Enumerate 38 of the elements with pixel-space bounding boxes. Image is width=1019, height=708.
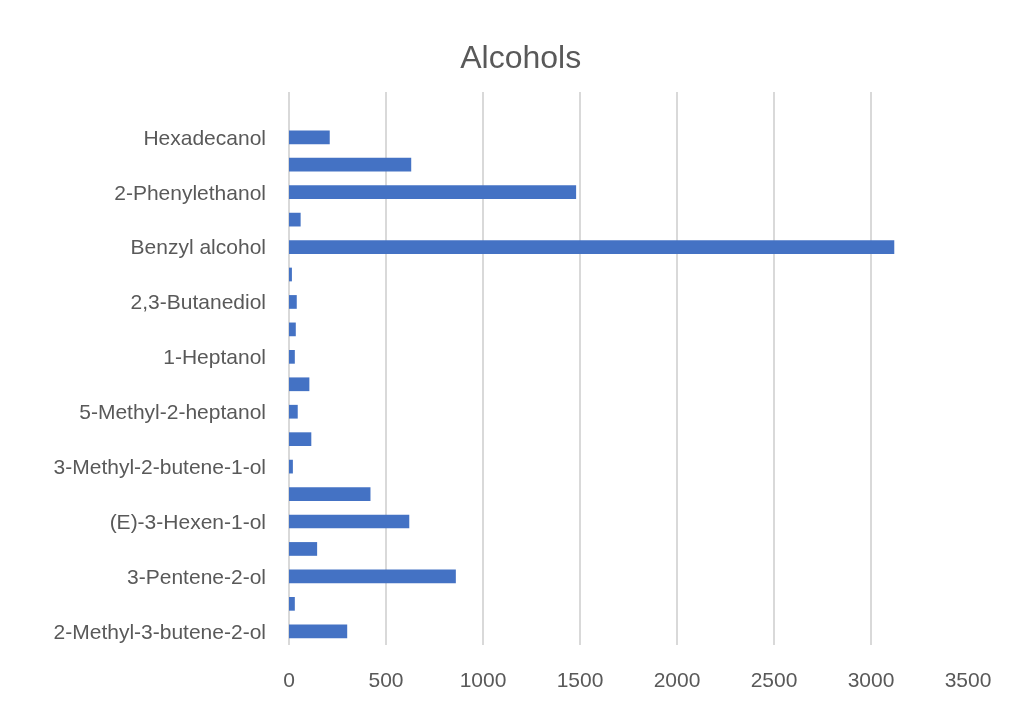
bar — [289, 377, 310, 392]
x-tick-label: 1000 — [459, 668, 507, 691]
bar — [289, 624, 348, 639]
y-tick-label: 3-Methyl-2-butene-1-ol — [53, 454, 266, 478]
bar — [289, 542, 318, 556]
bar — [289, 404, 298, 419]
x-tick-label: 3500 — [944, 668, 992, 691]
bar — [289, 322, 296, 337]
bar — [289, 295, 297, 309]
bar — [289, 212, 301, 227]
y-tick-label: (E)-3-Hexen-1-ol — [109, 509, 266, 533]
y-tick-label: 2-Phenylethanol — [114, 180, 266, 204]
bar — [289, 240, 895, 254]
y-tick-label: 2-Methyl-3-butene-2-ol — [53, 619, 266, 643]
x-tick-label: 3000 — [847, 668, 895, 691]
bar — [289, 130, 330, 145]
bar — [289, 185, 577, 200]
y-tick-label: 5-Methyl-2-heptanol — [79, 400, 266, 424]
bar — [289, 157, 412, 172]
bar — [289, 349, 295, 364]
x-tick-label: 0 — [283, 668, 295, 691]
x-tick-label: 1500 — [556, 668, 604, 691]
y-tick-label: 1-Heptanol — [163, 345, 266, 369]
bar — [289, 267, 292, 282]
y-tick-label: 3-Pentene-2-ol — [127, 564, 266, 588]
bar — [289, 432, 312, 447]
bar — [289, 514, 410, 529]
y-tick-label: Hexadecanol — [143, 125, 266, 149]
x-tick-label: 2000 — [653, 668, 701, 691]
y-tick-label: 2,3-Butanediol — [130, 290, 266, 314]
x-tick-label: 2500 — [750, 668, 798, 691]
x-tick-label: 500 — [368, 668, 404, 691]
bar — [289, 596, 295, 611]
bar — [289, 569, 456, 584]
y-tick-label: Benzyl alcohol — [130, 235, 266, 259]
chart-title: Alcohols — [460, 39, 582, 76]
bar — [289, 487, 371, 501]
bar — [289, 459, 293, 474]
